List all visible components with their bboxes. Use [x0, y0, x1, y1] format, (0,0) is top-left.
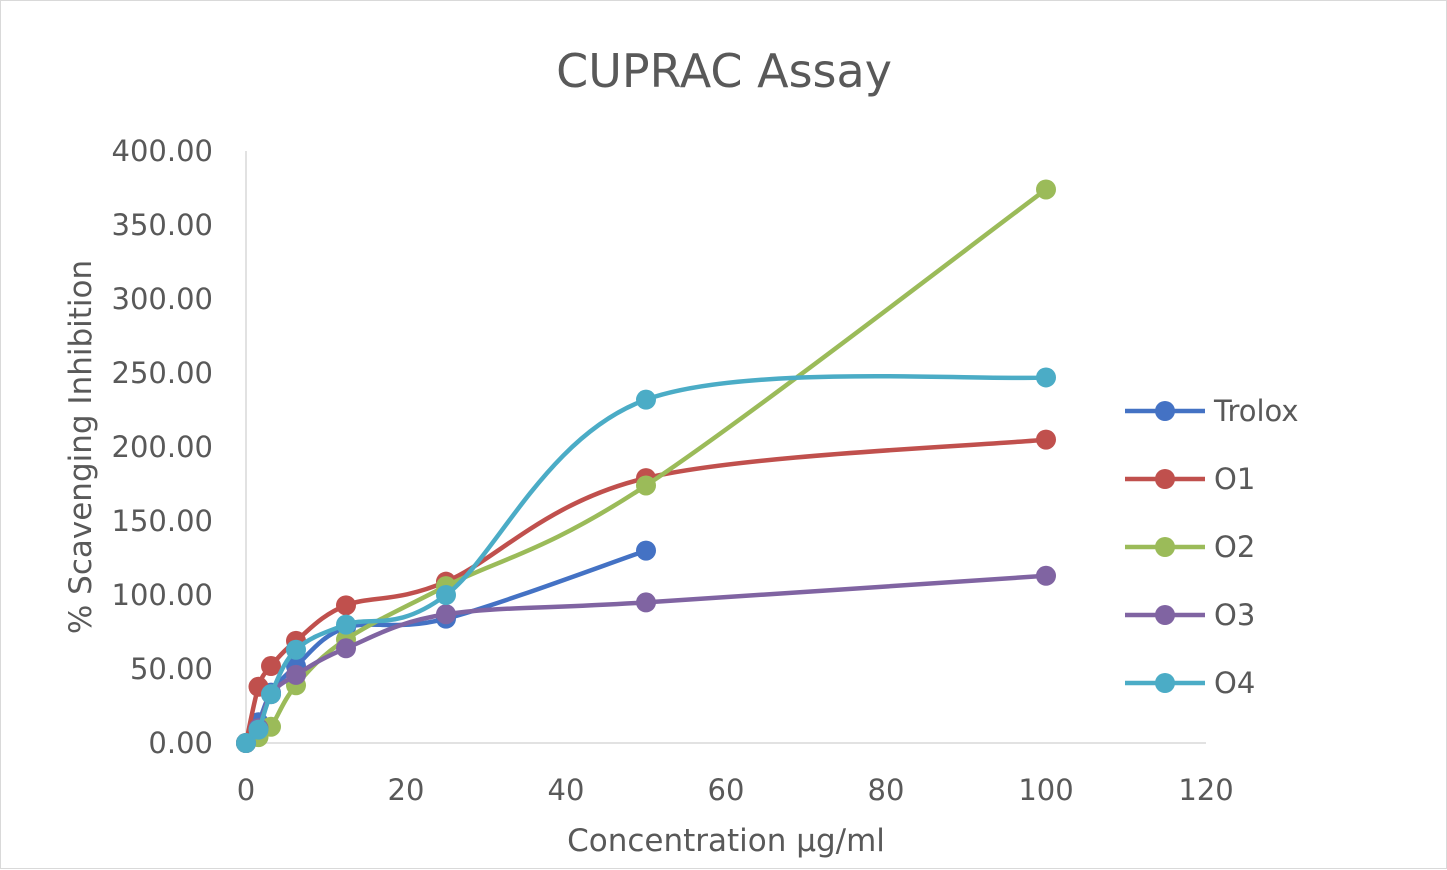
- legend-label: O4: [1214, 666, 1255, 700]
- data-point: [636, 389, 656, 410]
- x-tick-label: 60: [708, 773, 745, 807]
- legend: Trolox O1 O2 O3 O4: [1125, 394, 1299, 700]
- data-point: [436, 585, 456, 605]
- data-point: [1036, 565, 1056, 586]
- x-tick-label: 40: [548, 773, 585, 807]
- x-tick-label: 100: [1018, 773, 1073, 807]
- data-point: [336, 614, 356, 635]
- legend-label: O1: [1214, 462, 1255, 496]
- y-tick-label: 400.00: [112, 134, 213, 168]
- data-point: [336, 595, 356, 616]
- data-point: [261, 656, 281, 677]
- legend-label: O2: [1214, 530, 1255, 564]
- series-line: [243, 187, 1049, 746]
- legend-marker: [1155, 673, 1175, 693]
- y-tick-label: 0.00: [148, 726, 213, 760]
- x-tick-label: 20: [388, 773, 425, 807]
- x-axis-label: Concentration μg/ml: [567, 823, 885, 859]
- chart-title: CUPRAC Assay: [556, 44, 892, 98]
- legend-marker: [1155, 605, 1175, 625]
- legend-item: O1: [1125, 462, 1255, 496]
- y-tick-labels: 0.00 50.00 100.00 150.00 200.00 250.00 300.00 3…: [112, 134, 213, 760]
- data-point: [336, 638, 356, 659]
- legend-item: Trolox: [1125, 394, 1299, 428]
- data-point: [636, 540, 656, 561]
- y-tick-label: 250.00: [112, 356, 213, 390]
- y-tick-label: 100.00: [112, 578, 213, 612]
- legend-marker: [1155, 469, 1175, 489]
- data-point: [636, 475, 656, 496]
- series-line: [243, 374, 1049, 746]
- legend-label: Trolox: [1213, 394, 1299, 428]
- data-point: [236, 733, 256, 753]
- legend-marker: [1155, 537, 1175, 557]
- data-point: [1036, 367, 1056, 388]
- series-layer: [236, 179, 1056, 753]
- legend-marker: [1155, 401, 1175, 421]
- y-axis-label: % Scavenging Inhibition: [63, 260, 99, 634]
- data-point: [1036, 429, 1056, 450]
- legend-label: O3: [1214, 598, 1255, 632]
- y-tick-label: 300.00: [112, 282, 213, 316]
- x-tick-label: 0: [237, 773, 255, 807]
- y-tick-label: 350.00: [112, 208, 213, 242]
- x-tick-label: 80: [868, 773, 905, 807]
- y-tick-label: 50.00: [130, 652, 213, 686]
- series-o2: [236, 179, 1056, 753]
- data-point: [261, 684, 281, 705]
- data-point: [436, 604, 456, 625]
- legend-item: O3: [1125, 598, 1255, 632]
- y-tick-label: 150.00: [112, 504, 213, 538]
- series-o3: [236, 565, 1056, 753]
- series-o4: [236, 367, 1056, 753]
- x-tick-labels: 0 20 40 60 80 100 120: [237, 773, 1234, 807]
- data-point: [1036, 179, 1056, 200]
- legend-item: O2: [1125, 530, 1255, 564]
- data-point: [636, 592, 656, 613]
- data-point: [286, 639, 306, 660]
- data-point: [248, 719, 269, 740]
- data-point: [286, 664, 306, 685]
- y-tick-label: 200.00: [112, 430, 213, 464]
- x-tick-label: 120: [1178, 773, 1233, 807]
- legend-item: O4: [1125, 666, 1255, 700]
